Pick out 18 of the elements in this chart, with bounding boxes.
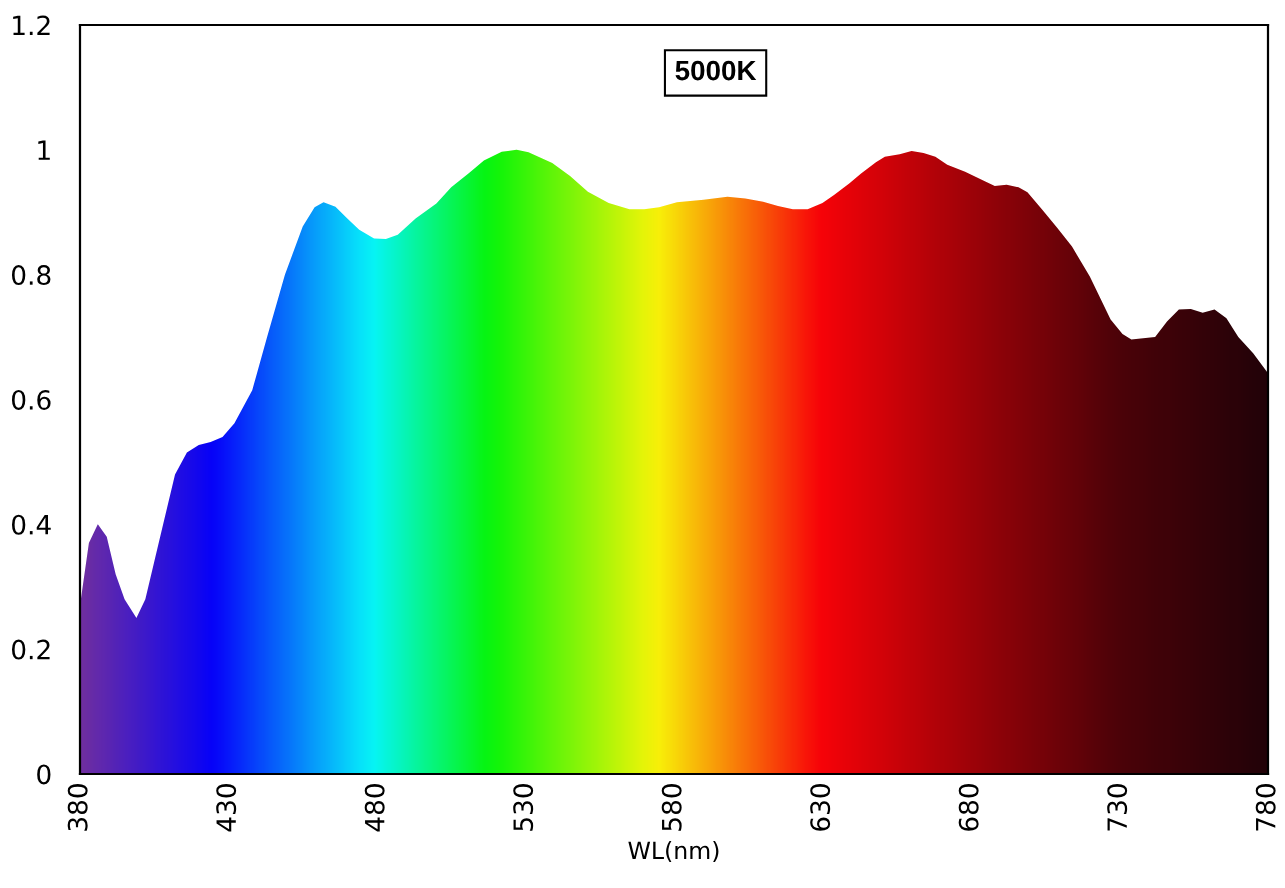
x-tick-label: 730: [1107, 784, 1128, 831]
y-tick-label: 0.6: [12, 389, 51, 410]
y-tick-label: 1: [38, 140, 50, 160]
x-tick-label: 380: [67, 784, 88, 831]
x-tick-label: 480: [364, 784, 385, 832]
x-tick-label: 780: [1255, 784, 1276, 831]
x-axis-title: WL(nm): [628, 841, 719, 863]
y-tick-label: 0.2: [12, 639, 50, 660]
y-tick-label: 1.2: [13, 15, 50, 36]
x-tick-label: 530: [513, 784, 534, 831]
y-tick-label: 0: [37, 764, 51, 785]
x-tick-label: 430: [216, 784, 237, 832]
x-tick-label: 630: [810, 784, 831, 831]
x-tick-label: 580: [661, 784, 682, 831]
y-tick-label: 0.4: [12, 514, 51, 535]
y-tick-label: 0.8: [12, 265, 51, 286]
x-tick-label: 680: [958, 784, 979, 831]
text: 5000K: [675, 60, 757, 81]
